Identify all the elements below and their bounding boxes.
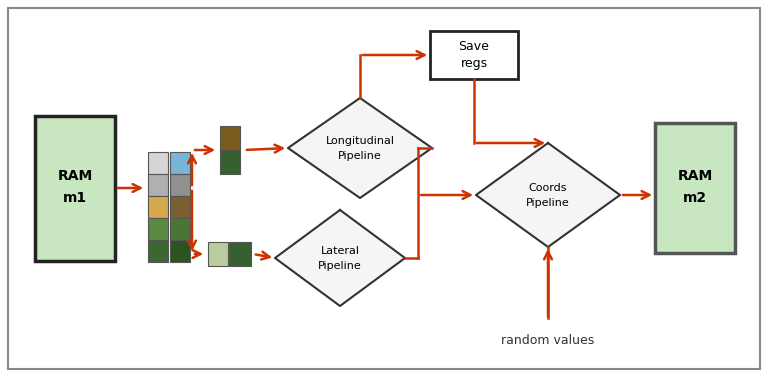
- Text: Save: Save: [458, 40, 489, 54]
- Text: RAM: RAM: [58, 169, 93, 183]
- Bar: [170, 152, 190, 174]
- Bar: [220, 150, 240, 174]
- Text: m2: m2: [683, 191, 707, 205]
- Text: Longitudinal: Longitudinal: [326, 136, 395, 146]
- Bar: [220, 126, 240, 150]
- Bar: [148, 152, 168, 174]
- Bar: [170, 240, 190, 262]
- Bar: [170, 174, 190, 196]
- Bar: [430, 31, 518, 79]
- Bar: [208, 242, 228, 266]
- Bar: [148, 218, 168, 240]
- Polygon shape: [275, 210, 405, 306]
- Polygon shape: [476, 143, 620, 247]
- Text: Coords: Coords: [528, 183, 568, 193]
- Text: Lateral: Lateral: [320, 246, 359, 256]
- Bar: [35, 115, 115, 261]
- Polygon shape: [288, 98, 432, 198]
- Text: Pipeline: Pipeline: [338, 151, 382, 161]
- Text: RAM: RAM: [677, 169, 713, 183]
- Text: regs: regs: [461, 57, 488, 69]
- Bar: [148, 196, 168, 218]
- Text: m1: m1: [63, 191, 87, 205]
- Text: Pipeline: Pipeline: [318, 261, 362, 271]
- Bar: [170, 218, 190, 240]
- Bar: [148, 240, 168, 262]
- Bar: [148, 174, 168, 196]
- Text: Pipeline: Pipeline: [526, 198, 570, 208]
- Bar: [229, 242, 251, 266]
- Text: random values: random values: [502, 334, 594, 346]
- Bar: [170, 196, 190, 218]
- Bar: [655, 123, 735, 253]
